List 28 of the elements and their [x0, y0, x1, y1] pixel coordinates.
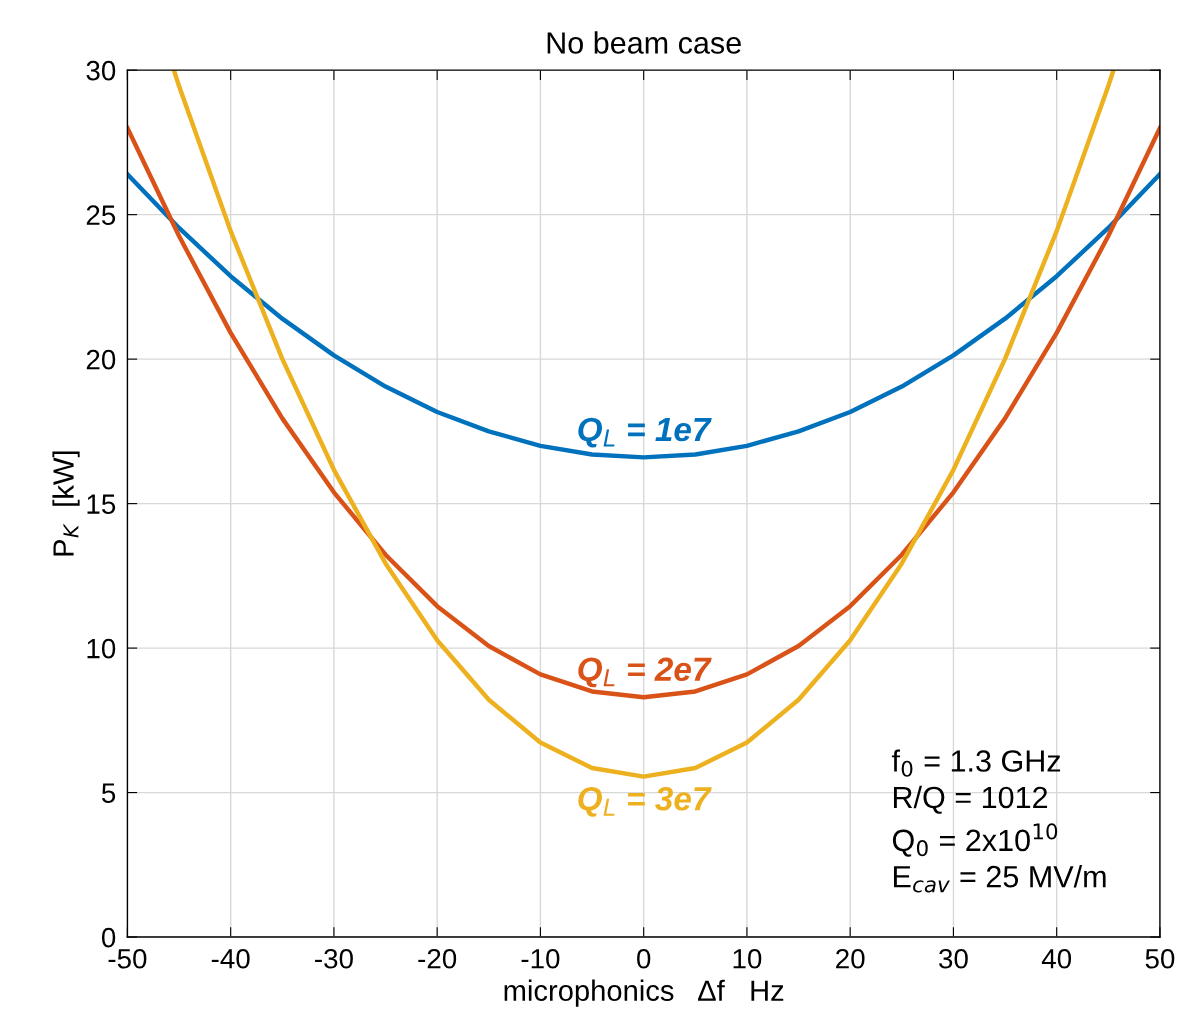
line-series [127, 125, 1160, 700]
x-tick-label: 40 [1041, 948, 1072, 969]
y-tick-label: 15 [87, 494, 116, 514]
x-tick-label: -30 [315, 948, 353, 969]
line-series [127, 171, 1160, 460]
x-tick-label: -10 [521, 948, 560, 969]
x-tick-label: 30 [939, 948, 968, 969]
x-tick-label: -20 [418, 948, 457, 969]
x-tick-label: -50 [108, 948, 147, 969]
line-series [171, 70, 1116, 779]
chart-title: No beam case [547, 31, 741, 54]
x-tick-label: 10 [733, 948, 762, 969]
y-tick-label: 10 [87, 638, 116, 659]
x-tick-label: 50 [1145, 948, 1175, 969]
series-label: Q$_{L}$ = 2e7 [578, 657, 712, 688]
y-tick-label: 20 [86, 349, 116, 370]
y-tick-label: 25 [86, 205, 116, 225]
x-tick-label: 20 [836, 948, 865, 969]
text: f$_{0}$ = 1.3 GHz R/Q = 1012 Q$_{0}$ = 2x10$^{10}$ E$_{cav}$ = 25 MV/m [891, 749, 1106, 893]
y-tick-label: 30 [86, 60, 116, 81]
x-axis-title: microphonics Δf Hz [504, 979, 784, 1007]
series-label: Q$_{L}$ = 3e7 [578, 786, 712, 817]
y-tick-label: 5 [101, 783, 116, 803]
y-tick-label: 0 [101, 927, 116, 948]
x-tick-label: -40 [211, 948, 250, 969]
y-axis-title: P$_{K}$ [kW] [52, 451, 80, 556]
x-tick-label: 0 [637, 948, 651, 969]
series-label: Q$_{L}$ = 1e7 [578, 417, 712, 448]
